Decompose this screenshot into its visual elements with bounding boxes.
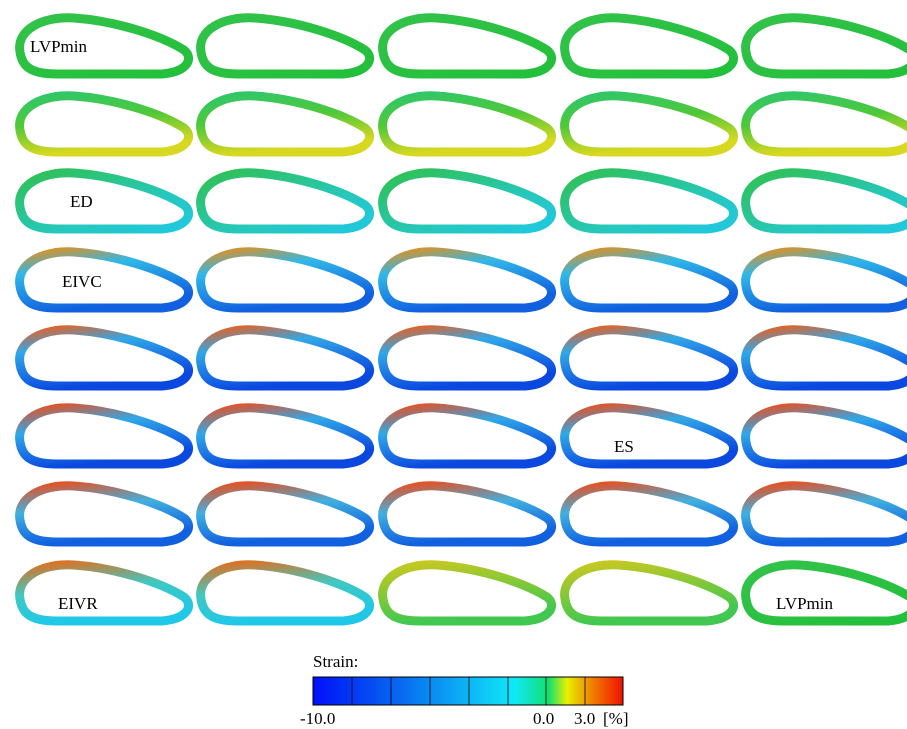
strain-ring	[746, 252, 907, 308]
strain-ring	[565, 408, 734, 464]
strain-ring	[383, 173, 552, 229]
strain-ring	[201, 18, 370, 74]
colorbar-tick: 3.0	[574, 709, 595, 728]
phase-label: EIVC	[62, 272, 102, 291]
strain-ring	[20, 486, 189, 542]
strain-ring	[20, 173, 189, 229]
phase-label: EIVR	[58, 594, 98, 613]
strain-ring	[201, 252, 370, 308]
strain-ring	[746, 96, 907, 152]
strain-ring	[565, 565, 734, 621]
colorbar	[313, 677, 623, 705]
figure: LVPmin ED EIVC ES EIVR LVPmin Strain: -1…	[0, 0, 907, 729]
strain-ring	[565, 173, 734, 229]
strain-ring	[565, 18, 734, 74]
colorbar-tick: 0.0	[533, 709, 554, 728]
colorbar-unit: [%]	[603, 709, 628, 728]
strain-ring	[746, 18, 907, 74]
strain-ring	[20, 330, 189, 386]
strain-ring	[383, 408, 552, 464]
colorbar-tick: -10.0	[300, 709, 335, 728]
colorbar-title: Strain:	[313, 652, 358, 671]
strain-ring	[746, 330, 907, 386]
strain-ring	[746, 173, 907, 229]
phase-label: ES	[614, 437, 634, 456]
phase-label: ED	[70, 192, 93, 211]
strain-ring	[383, 486, 552, 542]
strain-ring	[20, 96, 189, 152]
strain-ring	[383, 96, 552, 152]
strain-ring	[565, 96, 734, 152]
phase-label: LVPmin	[30, 37, 88, 56]
strain-ring	[383, 330, 552, 386]
strain-ring	[201, 408, 370, 464]
strain-ring	[746, 408, 907, 464]
strain-ring	[565, 486, 734, 542]
strain-ring	[746, 486, 907, 542]
strain-ring	[201, 486, 370, 542]
strain-ring	[20, 252, 189, 308]
strain-ring	[201, 565, 370, 621]
strain-ring	[20, 565, 189, 621]
strain-ring	[383, 565, 552, 621]
strain-ring	[201, 96, 370, 152]
phase-label: LVPmin	[776, 594, 834, 613]
strain-ring	[383, 252, 552, 308]
strain-ring	[20, 408, 189, 464]
strain-ring	[201, 330, 370, 386]
strain-ring	[201, 173, 370, 229]
strain-ring	[565, 252, 734, 308]
ring-grid	[20, 18, 907, 621]
strain-ring	[565, 330, 734, 386]
strain-ring	[383, 18, 552, 74]
